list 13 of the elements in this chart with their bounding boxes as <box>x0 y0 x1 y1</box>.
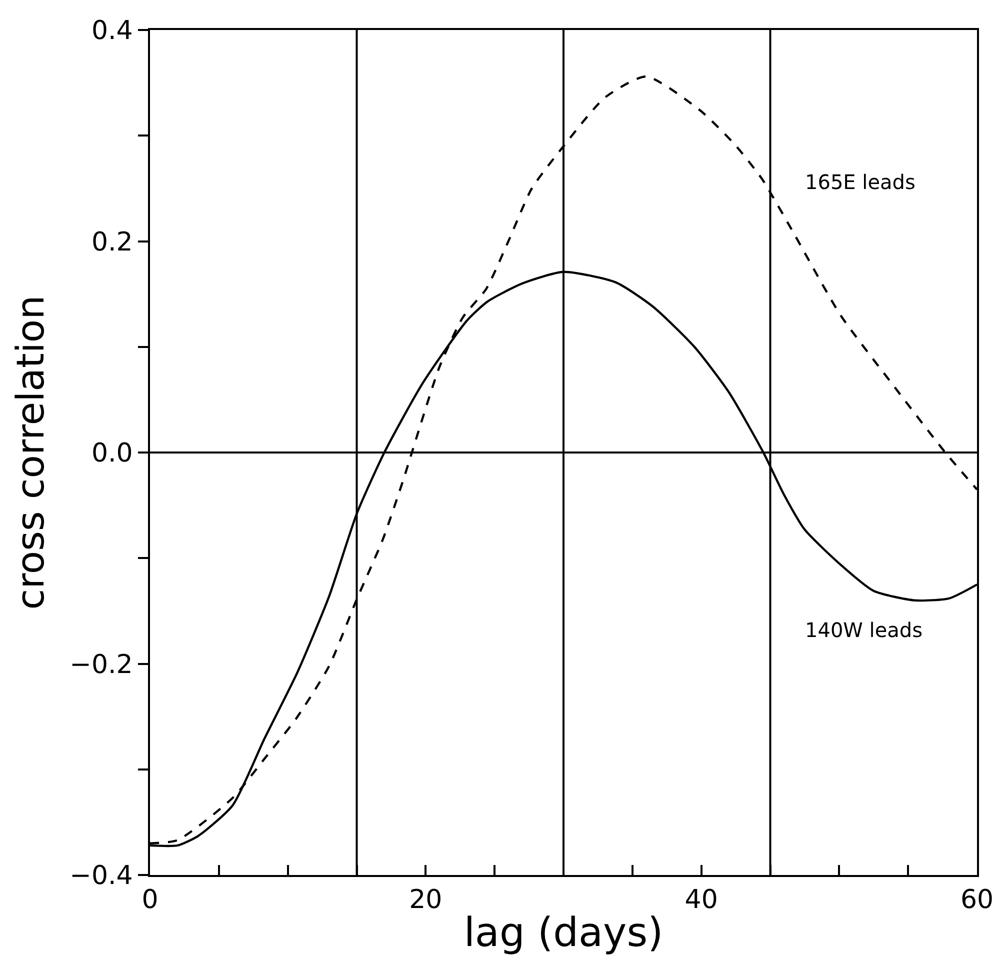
x-axis-title: lag (days) <box>464 910 664 956</box>
y-tick-label: −0.4 <box>70 861 133 892</box>
x-tick-label: 40 <box>684 885 718 916</box>
y-tick-label: 0.2 <box>91 227 133 258</box>
x-tick-label: 0 <box>142 885 158 916</box>
y-axis-title: cross correlation <box>8 295 52 610</box>
y-tick-label: −0.2 <box>70 650 133 680</box>
x-tick-label: 20 <box>409 885 442 916</box>
series-label: 140W leads <box>805 618 923 642</box>
x-tick-label: 60 <box>960 885 994 916</box>
y-tick-label: 0.0 <box>91 438 133 469</box>
series-label: 165E leads <box>805 170 916 194</box>
y-tick-label: 0.4 <box>91 16 133 46</box>
